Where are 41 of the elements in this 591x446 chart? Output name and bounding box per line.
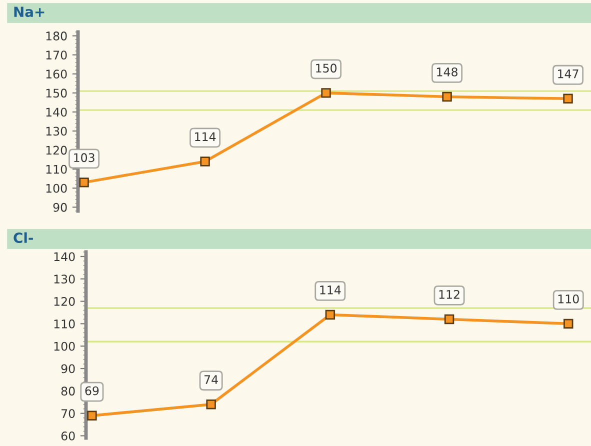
point [200,156,210,166]
y-tick-label: 110 [54,319,75,328]
chart-title: Cl- [14,232,33,244]
y-tick-label: 100 [54,342,75,351]
y-tick-label: 100 [46,184,67,193]
y-tick-label: 170 [46,50,67,60]
point [442,92,452,102]
point [325,310,336,320]
y-tick-label: 110 [46,164,67,174]
point [444,314,454,324]
chart-title: Na+ [14,6,44,18]
point [79,178,89,188]
y-tick-label: 130 [46,126,67,136]
data-label: 150 [316,64,337,73]
point [87,410,97,420]
y-tick-label: 120 [46,146,67,155]
data-label: 74 [204,375,218,384]
y-tick-label: 60 [61,431,75,440]
y-tick-label: 160 [46,70,67,79]
data-label: 103 [74,153,94,162]
data-label: 69 [85,386,99,396]
data-label: 114 [195,132,216,141]
data-label: 148 [437,67,458,76]
data-label: 147 [558,70,578,78]
y-tick-label: 150 [46,88,67,98]
data-label: 114 [320,286,341,294]
data-label: 110 [558,294,579,304]
y-tick-label: 80 [61,386,75,396]
y-tick-label: 130 [54,274,75,284]
point [563,94,573,104]
y-tick-label: 180 [46,32,67,40]
point [321,88,331,98]
y-tick-label: 120 [54,297,75,306]
y-tick-label: 140 [46,108,67,117]
point [564,318,574,329]
y-tick-label: 90 [61,364,75,374]
y-tick-label: 90 [53,202,67,212]
y-tick-label: 140 [54,252,75,262]
data-label: 112 [439,290,460,299]
point [206,400,216,410]
y-tick-label: 70 [62,409,75,418]
